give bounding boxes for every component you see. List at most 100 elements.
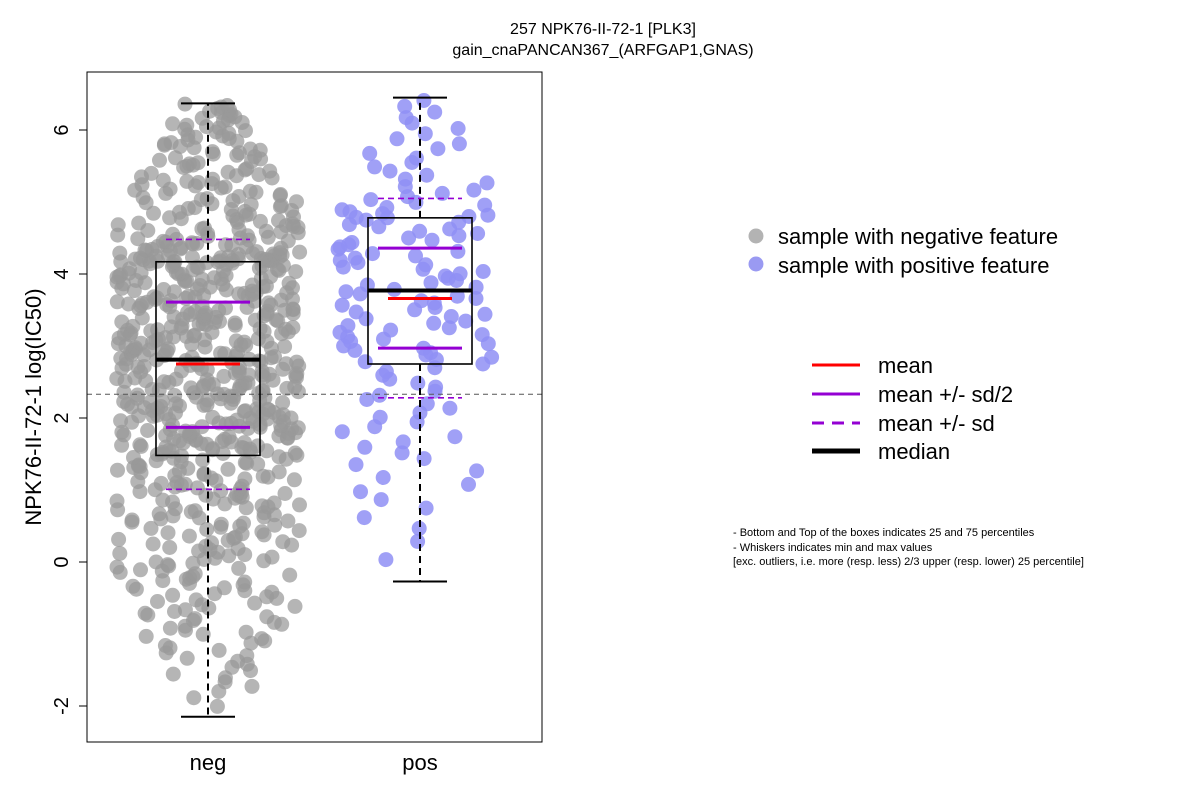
data-point-neg xyxy=(292,497,307,513)
legend-label-half-sd: mean +/- sd/2 xyxy=(878,382,1013,407)
data-point-neg xyxy=(110,462,125,478)
data-point-neg xyxy=(219,98,235,113)
data-point-pos xyxy=(408,150,424,166)
data-point-pos xyxy=(382,163,398,179)
legend-marker-positive xyxy=(748,256,764,272)
data-point-pos xyxy=(394,445,410,461)
data-point-pos xyxy=(452,266,468,282)
note-line-2: - Whiskers indicates min and max values xyxy=(733,542,933,554)
data-point-neg xyxy=(156,282,172,297)
data-point-pos xyxy=(359,392,375,407)
legend-label-median: median xyxy=(878,439,950,464)
data-point-neg xyxy=(157,638,173,653)
data-point-neg xyxy=(195,452,211,468)
data-point-pos xyxy=(332,252,348,268)
data-point-pos xyxy=(461,476,476,492)
data-point-neg xyxy=(213,345,229,361)
data-point-neg xyxy=(280,513,296,529)
data-point-neg xyxy=(228,333,244,349)
data-point-pos xyxy=(347,250,363,266)
data-point-pos xyxy=(437,268,453,284)
data-point-neg xyxy=(277,339,293,354)
data-point-neg xyxy=(271,449,287,465)
data-point-pos xyxy=(395,434,411,450)
data-point-neg xyxy=(142,394,158,410)
data-point-neg xyxy=(162,620,178,636)
data-point-neg xyxy=(197,220,212,236)
data-point-neg xyxy=(199,522,215,537)
data-point-neg xyxy=(184,235,200,251)
data-point-neg xyxy=(126,450,141,465)
data-point-neg xyxy=(156,374,172,390)
data-point-neg xyxy=(264,584,280,600)
data-point-neg xyxy=(151,506,167,522)
data-point-pos xyxy=(466,182,482,198)
data-point-neg xyxy=(148,554,164,570)
data-point-neg xyxy=(281,275,297,291)
x-axis: neg pos xyxy=(190,750,438,775)
data-point-neg xyxy=(237,471,253,487)
data-point-neg xyxy=(217,179,233,195)
data-point-pos xyxy=(474,327,490,343)
data-point-neg xyxy=(204,535,219,551)
data-point-pos xyxy=(334,424,350,440)
data-point-pos xyxy=(356,510,372,526)
data-point-pos xyxy=(424,232,440,248)
legend-label-positive: sample with positive feature xyxy=(778,253,1049,278)
y-axis-label: NPK76-II-72-1 log(IC50) xyxy=(21,288,46,525)
data-point-neg xyxy=(261,295,277,311)
data-point-pos xyxy=(348,304,364,320)
data-point-pos xyxy=(408,248,423,264)
data-point-neg xyxy=(112,545,128,561)
note-line-1: - Bottom and Top of the boxes indicates … xyxy=(733,527,1035,539)
data-point-neg xyxy=(137,605,153,621)
data-point-neg xyxy=(162,540,178,555)
data-point-neg xyxy=(262,163,278,179)
data-point-neg xyxy=(271,464,287,480)
data-point-neg xyxy=(194,271,210,287)
data-point-pos xyxy=(416,451,432,467)
data-point-neg xyxy=(181,528,197,544)
y-tick-label: 2 xyxy=(51,412,73,423)
y-axis: -2 0 2 4 6 xyxy=(51,124,88,715)
point-legend: sample with negative feature sample with… xyxy=(748,224,1058,278)
data-point-pos xyxy=(450,121,466,136)
data-point-pos xyxy=(397,98,413,114)
data-point-neg xyxy=(218,300,233,316)
data-point-neg xyxy=(109,294,125,310)
data-point-pos xyxy=(428,379,444,395)
data-point-neg xyxy=(289,354,305,370)
data-point-pos xyxy=(419,167,435,183)
box-plots xyxy=(87,96,542,718)
data-point-pos xyxy=(338,284,354,300)
data-point-pos xyxy=(348,457,364,473)
data-point-neg xyxy=(287,445,303,461)
data-point-neg xyxy=(218,237,234,253)
data-point-neg xyxy=(177,602,193,618)
data-point-neg xyxy=(244,678,260,694)
data-point-pos xyxy=(389,131,405,147)
data-point-neg xyxy=(237,403,253,419)
data-point-neg xyxy=(114,314,130,330)
data-point-neg xyxy=(143,520,159,536)
data-point-neg xyxy=(185,249,200,265)
data-point-pos xyxy=(362,145,378,161)
data-point-neg xyxy=(291,523,307,539)
data-point-neg xyxy=(136,359,152,374)
data-point-neg xyxy=(146,205,161,221)
data-point-neg xyxy=(205,409,221,425)
data-point-neg xyxy=(282,567,298,583)
data-point-neg xyxy=(116,384,132,400)
y-tick-label: 4 xyxy=(51,268,73,279)
line-legend: mean mean +/- sd/2 mean +/- sd median xyxy=(812,353,1013,464)
data-point-neg xyxy=(160,525,176,541)
data-point-neg xyxy=(140,423,156,438)
data-point-neg xyxy=(287,598,303,614)
data-point-neg xyxy=(138,628,154,644)
data-point-neg xyxy=(216,368,232,384)
data-point-pos xyxy=(477,306,493,322)
boxplot-pos xyxy=(367,96,473,583)
swarm-points xyxy=(109,93,500,714)
